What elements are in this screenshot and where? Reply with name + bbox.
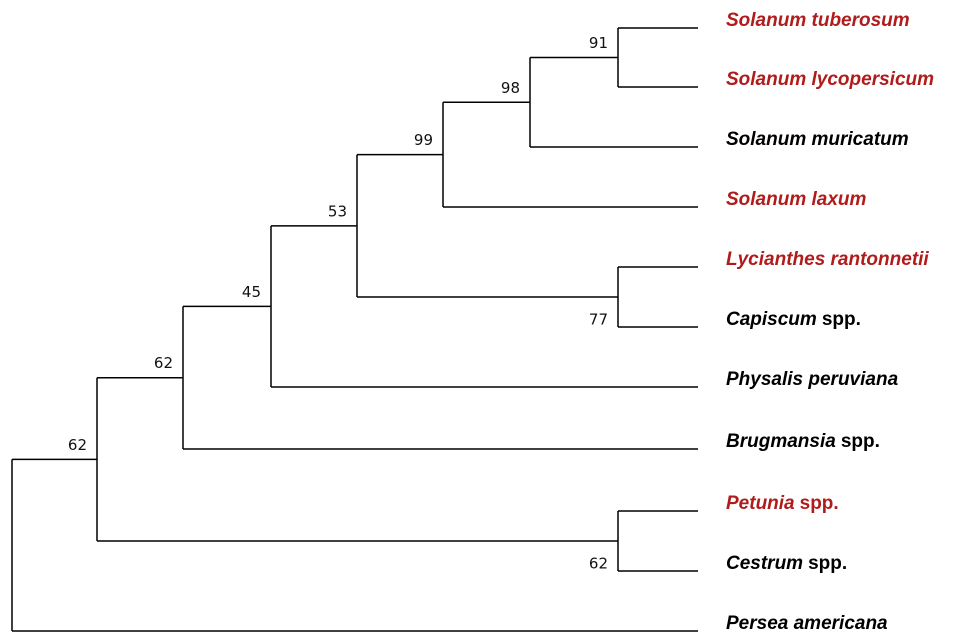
taxon-name: Solanum tuberosum [726, 10, 910, 31]
taxon-name: Persea americana [726, 613, 888, 634]
taxon-name: Lycianthes rantonnetii [726, 249, 929, 270]
support-value: 91 [589, 34, 608, 52]
taxon-suffix: spp. [822, 309, 861, 330]
taxon-suffix: spp. [841, 431, 880, 452]
taxon-label: Petunia spp. [726, 493, 839, 514]
taxon-label: Persea americana [726, 613, 888, 634]
taxon-label: Solanum laxum [726, 189, 867, 210]
taxon-suffix: spp. [800, 493, 839, 514]
support-value: 45 [242, 283, 261, 301]
taxon-label: Physalis peruviana [726, 369, 899, 390]
taxon-label: Lycianthes rantonnetii [726, 249, 929, 270]
support-value: 62 [68, 436, 87, 454]
taxon-name: Brugmansia [726, 431, 836, 452]
support-value: 62 [154, 354, 173, 372]
taxon-label: Cestrum spp. [726, 553, 847, 574]
taxon-name: Physalis peruviana [726, 369, 899, 390]
taxon-name: Solanum muricatum [726, 129, 909, 150]
support-value: 62 [589, 555, 608, 573]
taxon-suffix: spp. [808, 553, 847, 574]
taxon-label: Capiscum spp. [726, 309, 861, 330]
support-value: 99 [414, 131, 433, 149]
taxon-label: Brugmansia spp. [726, 431, 880, 452]
taxon-name: Cestrum [726, 553, 803, 574]
taxon-name: Solanum lycopersicum [726, 69, 934, 90]
taxon-label: Solanum lycopersicum [726, 69, 934, 90]
taxon-label: Solanum tuberosum [726, 10, 910, 31]
taxon-name: Petunia [726, 493, 795, 514]
taxon-name: Solanum laxum [726, 189, 867, 210]
taxon-label: Solanum muricatum [726, 129, 909, 150]
support-value: 98 [501, 79, 520, 97]
taxon-name: Capiscum [726, 309, 817, 330]
support-value: 77 [589, 311, 608, 329]
support-value: 53 [328, 202, 347, 220]
